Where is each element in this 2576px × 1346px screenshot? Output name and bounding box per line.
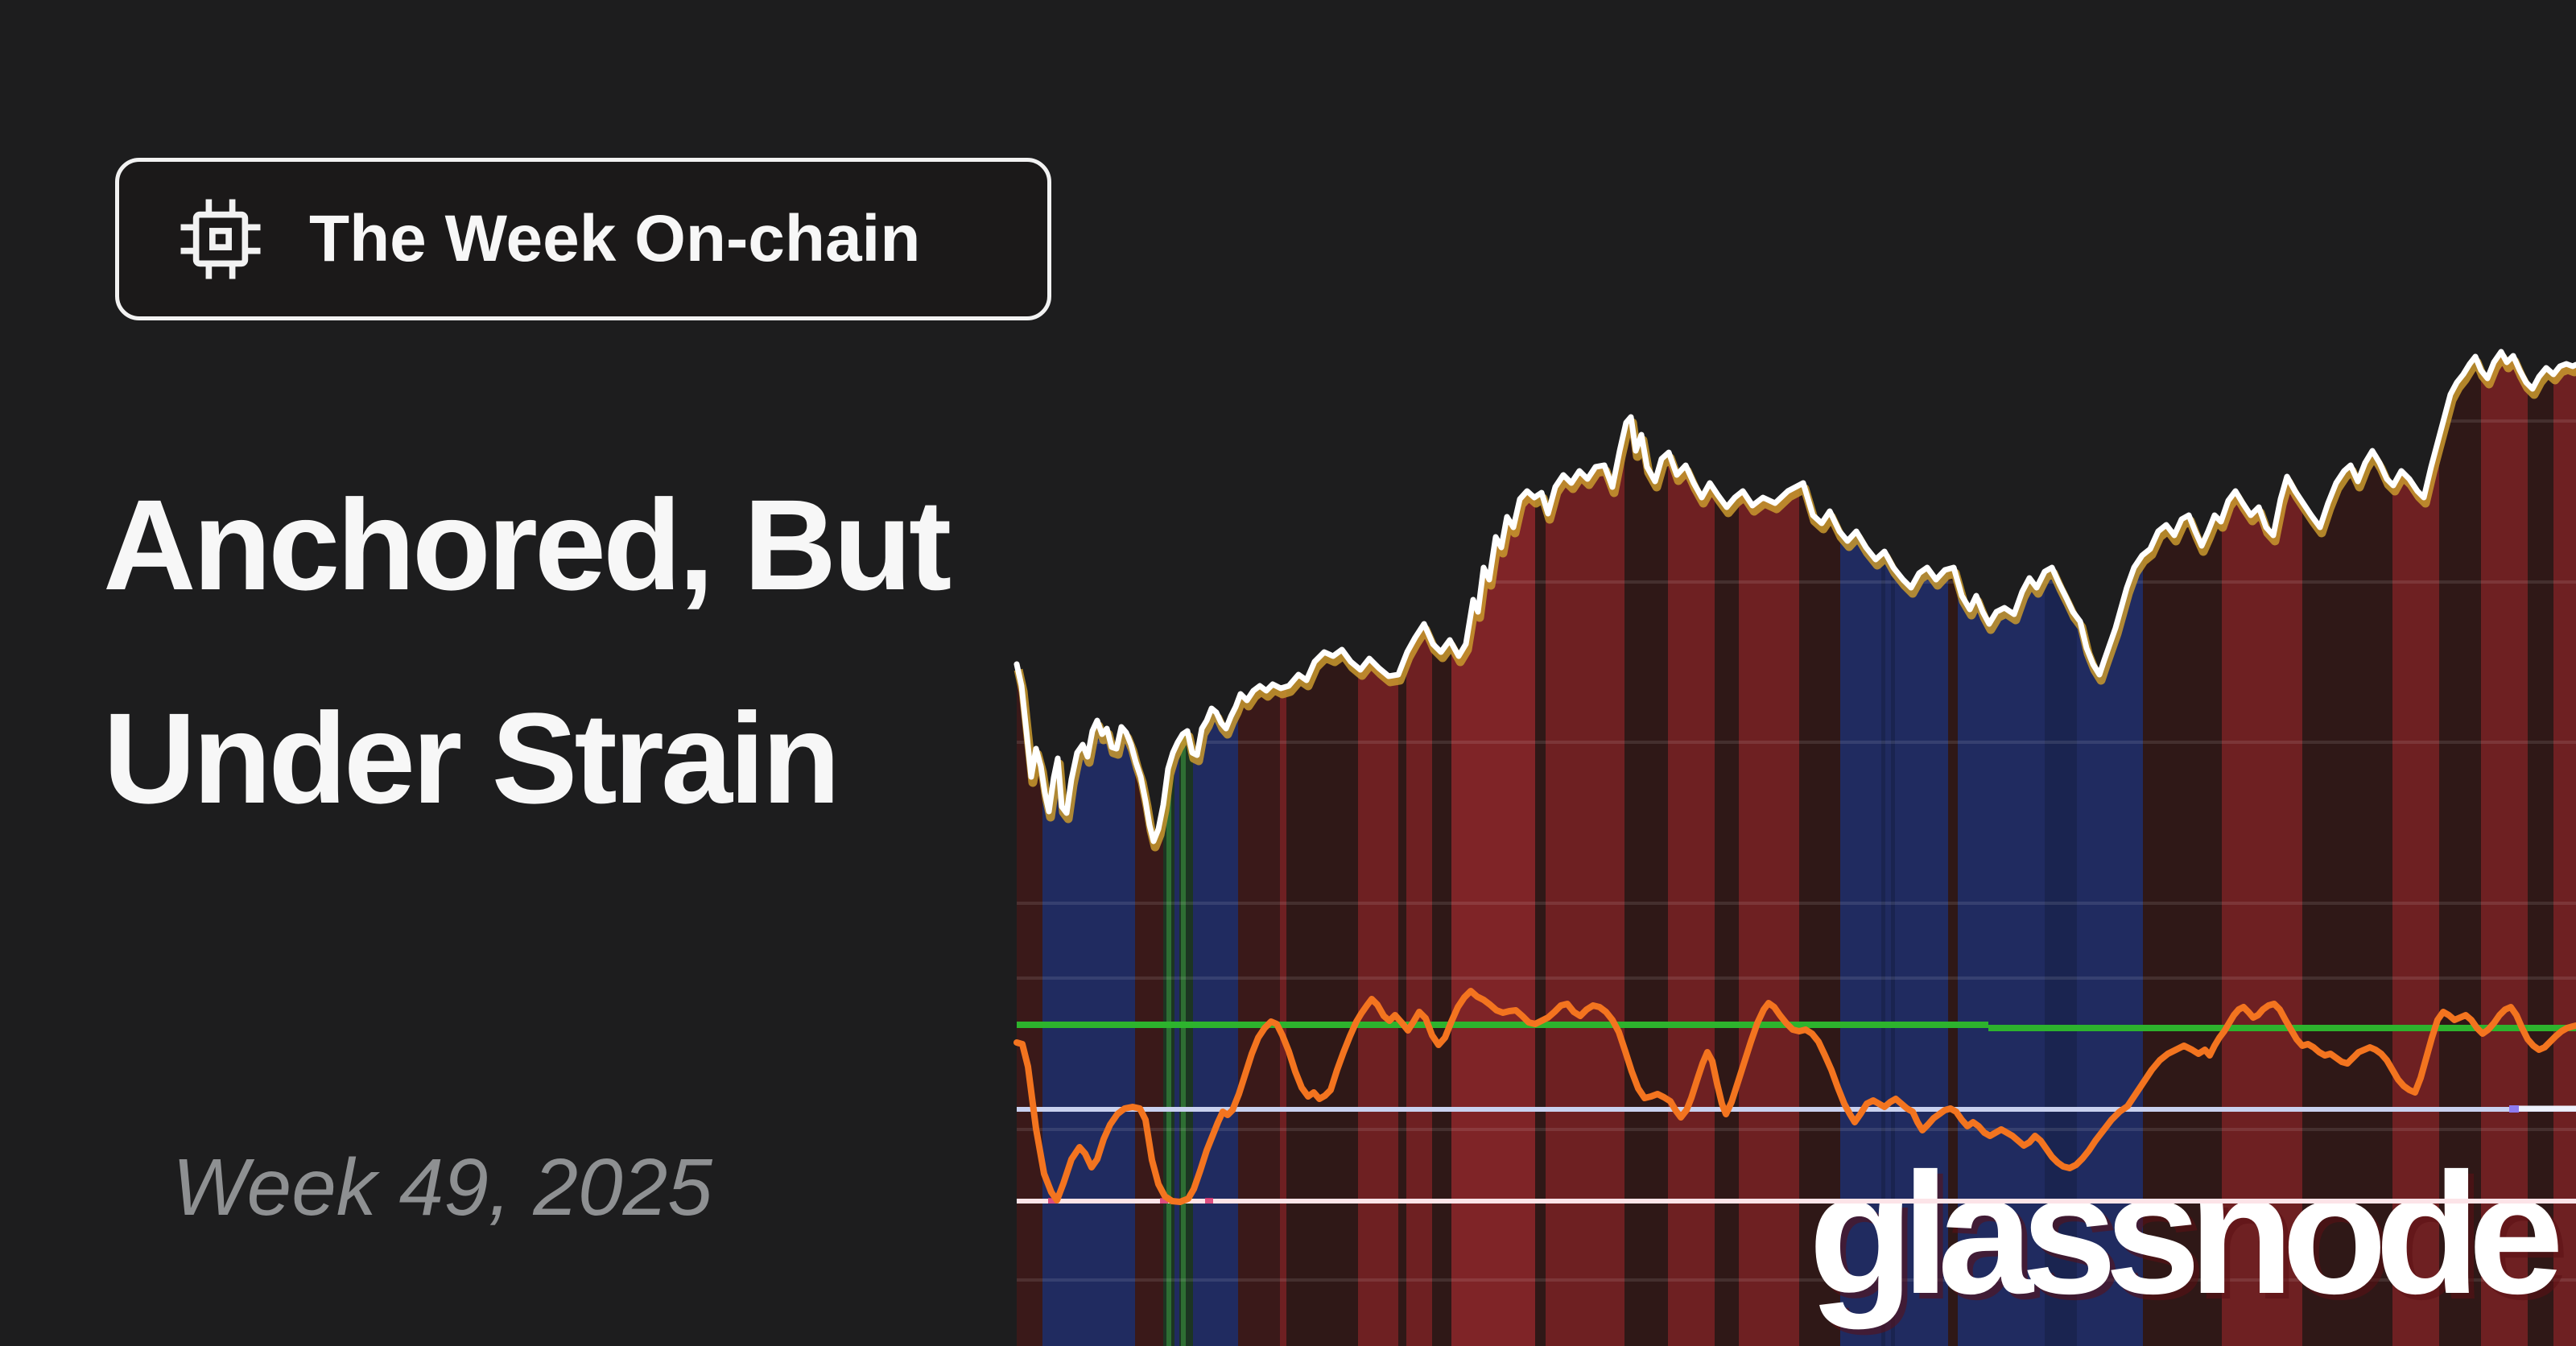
regime-band	[1135, 352, 1163, 1346]
regime-band	[1174, 352, 1179, 1346]
newsletter-badge: The Week On-chain	[115, 158, 1051, 320]
regime-band	[1406, 352, 1432, 1346]
regime-band	[1668, 352, 1715, 1346]
regime-band	[2553, 352, 2576, 1346]
regime-band	[1624, 352, 1668, 1346]
price-line-glow	[1013, 353, 2576, 852]
regime-band	[1286, 352, 1358, 1346]
lower-threshold-tick	[1160, 1198, 1168, 1204]
regime-band	[1358, 352, 1398, 1346]
headline-line-2: Under Strain	[103, 686, 840, 830]
regime-band	[1171, 352, 1174, 1346]
regime-band	[1546, 352, 1624, 1346]
week-label: Week 49, 2025	[172, 1142, 712, 1232]
regime-band	[1042, 352, 1135, 1346]
lower-threshold-tick	[1205, 1198, 1213, 1204]
regime-band	[1739, 352, 1799, 1346]
regime-band	[1715, 352, 1739, 1346]
mid-threshold-tick	[2509, 1105, 2519, 1113]
regime-band	[1163, 352, 1166, 1346]
headline-line-1: Anchored, But	[103, 473, 952, 617]
badge-label: The Week On-chain	[309, 202, 921, 275]
regime-band	[1398, 352, 1406, 1346]
lower-threshold-tick	[1048, 1198, 1056, 1204]
regime-band	[1166, 352, 1171, 1346]
regime-band	[1451, 352, 1535, 1346]
headline: Anchored, But Under Strain	[103, 438, 952, 865]
regime-band	[1535, 352, 1546, 1346]
regime-band	[1181, 352, 1186, 1346]
regime-band	[1179, 352, 1181, 1346]
price-line	[1013, 349, 2576, 844]
regime-band	[1017, 352, 1042, 1346]
regime-band	[1186, 352, 1193, 1346]
regime-band	[1238, 352, 1280, 1346]
chip-icon	[180, 199, 261, 279]
regime-band	[1432, 352, 1451, 1346]
regime-band	[1193, 352, 1238, 1346]
glassnode-logo: glassnode	[1808, 1137, 2564, 1330]
regime-band	[1280, 352, 1286, 1346]
